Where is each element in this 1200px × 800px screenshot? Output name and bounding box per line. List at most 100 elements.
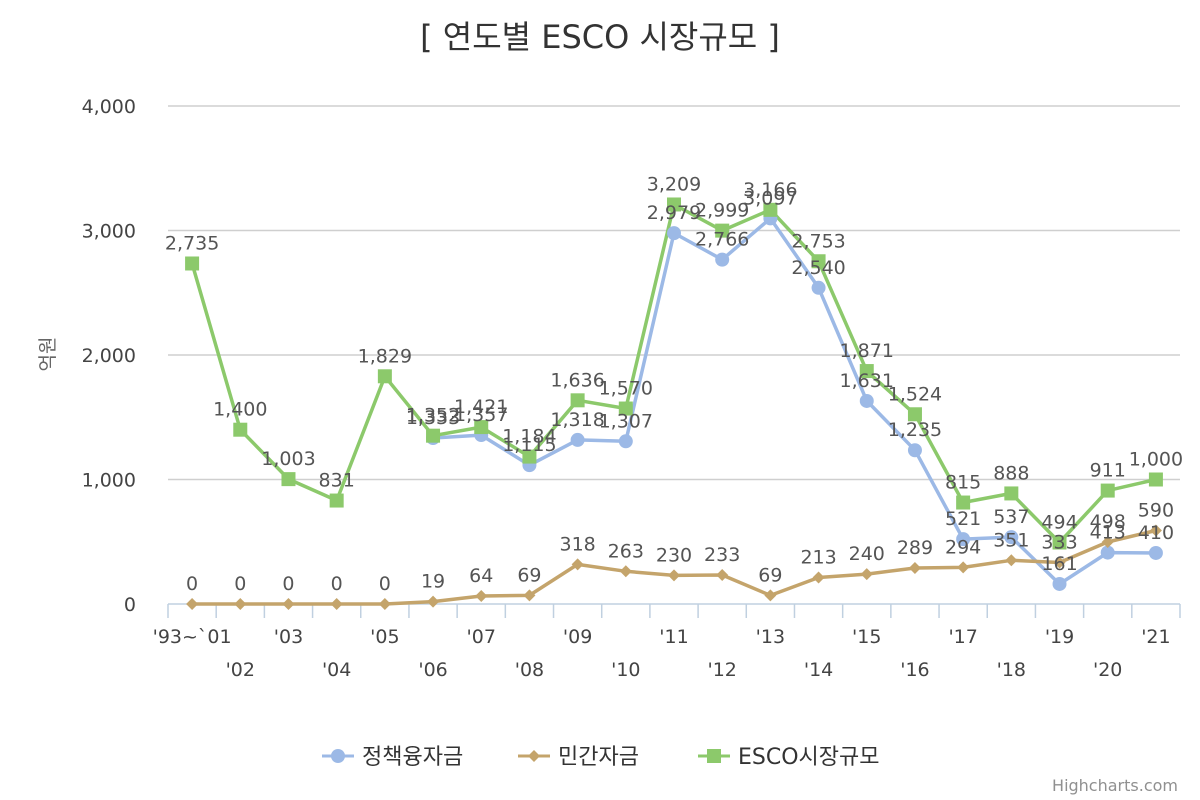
data-point (1053, 556, 1066, 569)
data-label: 1,636 (550, 369, 604, 391)
data-point (618, 401, 633, 416)
data-point (667, 226, 681, 241)
data-point (668, 569, 680, 582)
data-label: 294 (945, 536, 981, 558)
data-point (571, 558, 584, 571)
credits-link[interactable]: Highcharts.com (1052, 776, 1178, 795)
x-tick-label: '18 (997, 659, 1026, 681)
y-tick-label: 2,000 (82, 345, 136, 367)
data-label: 0 (282, 573, 294, 595)
data-label: 351 (993, 529, 1029, 551)
legend-marker (707, 749, 721, 763)
data-point (908, 562, 921, 575)
legend-marker (331, 749, 345, 763)
legend-item[interactable]: 정책융자금 (322, 745, 463, 770)
data-label: 1,357 (454, 404, 508, 426)
series-markers (185, 197, 1163, 610)
data-point (811, 280, 826, 295)
x-axis: '93~`01 '02 '03 '04 '05 '06 '07 '08 '09 '10 '11 '12… (153, 603, 1181, 681)
x-tick-label: '02 (226, 659, 255, 681)
data-point (1149, 524, 1162, 537)
data-point (185, 256, 200, 271)
data-label: 233 (704, 544, 740, 566)
data-point (763, 202, 778, 217)
data-label: 69 (517, 564, 541, 586)
data-label: 831 (319, 470, 355, 492)
data-label: 410 (1138, 522, 1174, 544)
data-label: 161 (1041, 553, 1077, 575)
data-label: 590 (1138, 500, 1174, 522)
data-label: 1,003 (261, 448, 315, 470)
data-point (715, 252, 730, 267)
x-tick-label: '08 (515, 659, 544, 681)
data-label: 494 (1041, 511, 1077, 533)
data-point (956, 495, 971, 510)
data-point (1005, 554, 1018, 567)
data-point (1052, 535, 1067, 550)
data-label: 911 (1090, 460, 1126, 482)
data-point (907, 407, 922, 422)
x-tick-label: '11 (659, 626, 688, 648)
data-point (957, 561, 970, 574)
data-point (860, 568, 873, 581)
data-label: 1,524 (888, 383, 942, 405)
data-point (329, 493, 344, 508)
x-tick-label: '15 (852, 626, 881, 648)
data-label: 0 (331, 573, 343, 595)
data-point (233, 422, 248, 437)
data-label: 1,631 (840, 370, 894, 392)
data-point (475, 590, 488, 603)
x-tick-label: '20 (1093, 659, 1122, 681)
data-label: 1,352 (406, 405, 460, 427)
data-label: 537 (993, 506, 1029, 528)
data-point (234, 598, 247, 610)
y-axis-title: 억원 (37, 337, 59, 372)
data-label: 3,166 (743, 179, 797, 201)
data-point (811, 254, 826, 269)
data-point (812, 571, 825, 584)
data-label: 2,979 (647, 202, 701, 224)
x-tick-label: '04 (322, 659, 351, 681)
data-point (907, 443, 922, 458)
data-label: 1,333 (406, 407, 460, 429)
data-label: 413 (1090, 522, 1126, 544)
data-label: 213 (800, 546, 836, 568)
data-label: 1,235 (888, 419, 942, 441)
x-tick-label: '07 (467, 626, 496, 648)
legend-label: 정책융자금 (362, 745, 463, 770)
y-tick-label: 0 (124, 594, 136, 616)
data-point (378, 598, 391, 610)
legend-item[interactable]: 민간자금 (518, 745, 639, 770)
data-label: 64 (469, 565, 493, 587)
data-point (522, 449, 537, 464)
gridlines (168, 105, 1180, 481)
data-label: 3,097 (743, 187, 797, 209)
legend-marker (528, 750, 540, 762)
data-label: 815 (945, 472, 981, 494)
legend-item[interactable]: ESCO시장규모 (698, 745, 880, 770)
data-label: 1,829 (358, 345, 412, 367)
data-label: 69 (758, 564, 782, 586)
data-point (570, 432, 585, 447)
data-point (1100, 483, 1115, 498)
data-label: 521 (945, 508, 981, 530)
x-tick-label: '03 (274, 626, 303, 648)
data-label: 2,999 (695, 200, 749, 222)
data-label: 1,400 (213, 399, 267, 421)
data-point (186, 598, 199, 610)
data-point (618, 434, 633, 449)
data-label: 2,766 (695, 229, 749, 251)
data-point (667, 197, 681, 212)
legend-label: 민간자금 (558, 745, 639, 770)
data-label: 888 (993, 462, 1029, 484)
data-label: 1,421 (454, 396, 508, 418)
data-point (859, 364, 874, 379)
data-label: 3,209 (647, 173, 701, 195)
data-point (282, 598, 295, 610)
data-label: 2,735 (165, 232, 219, 254)
data-label: 19 (421, 571, 445, 593)
data-point (1100, 545, 1115, 560)
data-label: 240 (849, 543, 885, 565)
